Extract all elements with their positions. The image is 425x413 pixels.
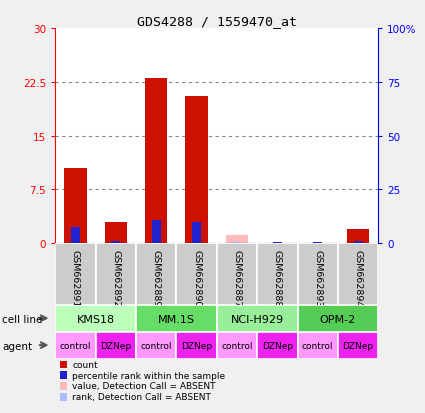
Text: DZNep: DZNep bbox=[181, 342, 212, 350]
Bar bbox=[105, 222, 127, 244]
Text: GSM662893: GSM662893 bbox=[313, 250, 322, 307]
Text: DZNep: DZNep bbox=[343, 342, 374, 350]
Text: GSM662894: GSM662894 bbox=[354, 250, 363, 307]
Bar bbox=[136, 306, 217, 332]
Bar bbox=[354, 241, 363, 244]
Text: control: control bbox=[221, 342, 253, 350]
Text: percentile rank within the sample: percentile rank within the sample bbox=[72, 371, 225, 380]
Title: GDS4288 / 1559470_at: GDS4288 / 1559470_at bbox=[137, 15, 297, 28]
Bar bbox=[96, 244, 136, 306]
Text: count: count bbox=[72, 360, 98, 369]
Text: KMS18: KMS18 bbox=[76, 314, 115, 324]
Text: DZNep: DZNep bbox=[262, 342, 293, 350]
Text: agent: agent bbox=[2, 341, 32, 351]
Bar bbox=[111, 241, 120, 244]
Text: control: control bbox=[60, 342, 91, 350]
Text: GSM662892: GSM662892 bbox=[111, 250, 120, 307]
Bar bbox=[176, 244, 217, 306]
Text: GSM662887: GSM662887 bbox=[232, 250, 241, 307]
Text: NCI-H929: NCI-H929 bbox=[230, 314, 284, 324]
Bar bbox=[55, 244, 96, 306]
Text: GSM662888: GSM662888 bbox=[273, 250, 282, 307]
Bar bbox=[313, 242, 322, 244]
Bar bbox=[185, 97, 208, 244]
Bar bbox=[192, 222, 201, 244]
Text: GSM662891: GSM662891 bbox=[71, 250, 80, 307]
Bar bbox=[338, 332, 378, 359]
Bar bbox=[136, 244, 176, 306]
Text: cell line: cell line bbox=[2, 314, 42, 324]
Bar bbox=[64, 169, 87, 244]
Bar bbox=[145, 79, 167, 244]
Bar bbox=[217, 244, 257, 306]
Bar bbox=[257, 244, 298, 306]
Bar bbox=[55, 332, 96, 359]
Text: value, Detection Call = ABSENT: value, Detection Call = ABSENT bbox=[72, 382, 216, 391]
Text: control: control bbox=[302, 342, 334, 350]
Bar bbox=[347, 229, 369, 244]
Bar bbox=[273, 242, 282, 244]
Text: control: control bbox=[140, 342, 172, 350]
Text: GSM662890: GSM662890 bbox=[192, 250, 201, 307]
Bar bbox=[226, 235, 248, 244]
Text: GSM662889: GSM662889 bbox=[152, 250, 161, 307]
Bar bbox=[217, 332, 257, 359]
Bar bbox=[176, 332, 217, 359]
Bar bbox=[152, 221, 161, 244]
Bar bbox=[298, 332, 338, 359]
Text: OPM-2: OPM-2 bbox=[320, 314, 356, 324]
Text: DZNep: DZNep bbox=[100, 342, 131, 350]
Bar bbox=[55, 306, 136, 332]
Bar bbox=[257, 332, 298, 359]
Text: rank, Detection Call = ABSENT: rank, Detection Call = ABSENT bbox=[72, 392, 211, 401]
Bar bbox=[136, 332, 176, 359]
Bar bbox=[96, 332, 136, 359]
Bar bbox=[298, 244, 338, 306]
Bar bbox=[298, 306, 378, 332]
Text: MM.1S: MM.1S bbox=[158, 314, 195, 324]
Bar bbox=[217, 306, 298, 332]
Bar bbox=[232, 242, 241, 244]
Bar bbox=[71, 228, 80, 244]
Bar bbox=[338, 244, 378, 306]
